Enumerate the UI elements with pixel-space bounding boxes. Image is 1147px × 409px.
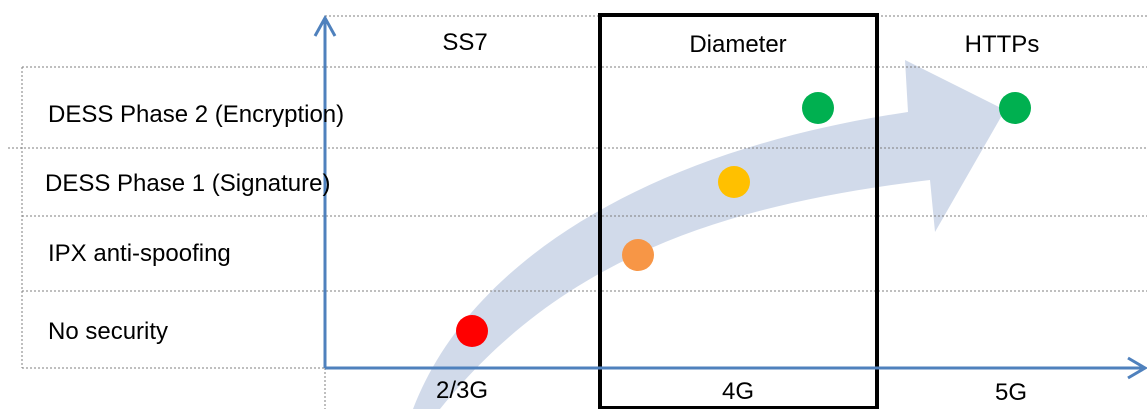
row-label-dess-phase-1: DESS Phase 1 (Signature) — [45, 170, 330, 197]
x-axis-arrowhead — [1127, 356, 1147, 380]
column-label-ss7: SS7 — [442, 29, 487, 56]
row-label-ipx-anti-spoofing: IPX anti-spoofing — [48, 240, 231, 267]
point-dess-phase-2-5g-green — [999, 92, 1031, 124]
row-label-dess-phase-2: DESS Phase 2 (Encryption) — [48, 101, 344, 128]
generation-label-4g: 4G — [722, 378, 754, 405]
generation-label-2-3g: 2/3G — [436, 377, 488, 404]
point-no-security-red — [456, 315, 488, 347]
point-dess-phase-1-yellow — [718, 166, 750, 198]
column-label-diameter: Diameter — [689, 31, 786, 58]
column-label-https: HTTPs — [965, 31, 1040, 58]
y-axis-arrowhead — [313, 14, 337, 37]
grid-lines — [8, 15, 1147, 409]
point-dess-phase-2-4g-green — [802, 92, 834, 124]
generation-label-5g: 5G — [995, 379, 1027, 406]
row-label-no-security: No security — [48, 318, 168, 345]
axes — [313, 14, 1147, 380]
point-ipx-anti-spoofing-orange — [622, 239, 654, 271]
evolution-arrow-band — [413, 60, 1005, 409]
diameter-highlight-box — [598, 13, 879, 409]
